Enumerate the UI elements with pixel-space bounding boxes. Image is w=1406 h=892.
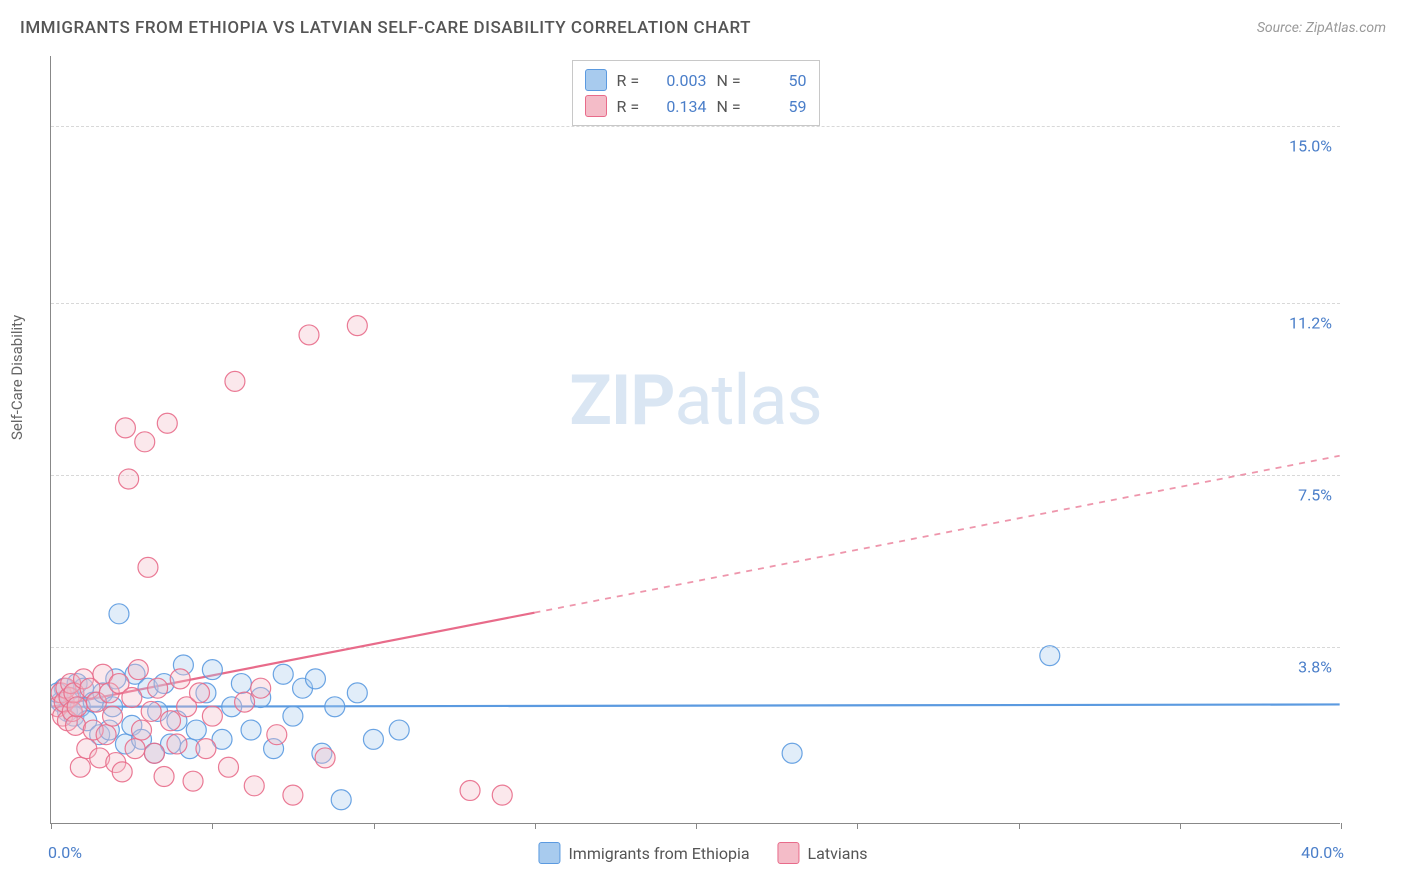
x-max-label: 40.0%: [1301, 843, 1344, 862]
legend-row-latvians: R = 0.134 N = 59: [585, 93, 807, 119]
swatch-latvians-icon: [778, 842, 800, 864]
legend-correlation: R = 0.003 N = 50 R = 0.134 N = 59: [572, 60, 820, 126]
legend-row-ethiopia: R = 0.003 N = 50: [585, 67, 807, 93]
x-min-label: 0.0%: [48, 843, 82, 862]
chart-container: IMMIGRANTS FROM ETHIOPIA VS LATVIAN SELF…: [0, 0, 1406, 892]
legend-series: Immigrants from Ethiopia Latvians: [538, 842, 867, 864]
chart-title: IMMIGRANTS FROM ETHIOPIA VS LATVIAN SELF…: [20, 18, 751, 38]
legend-item-ethiopia: Immigrants from Ethiopia: [538, 842, 749, 864]
chart-svg: [51, 56, 1340, 823]
legend-item-latvians: Latvians: [778, 842, 868, 864]
swatch-latvians: [585, 95, 607, 117]
plot-area: ZIPatlas R = 0.003 N = 50 R = 0.134 N = …: [50, 56, 1340, 824]
y-axis-label: Self-Care Disability: [8, 315, 26, 440]
source-label: Source: ZipAtlas.com: [1257, 20, 1386, 36]
swatch-ethiopia-icon: [538, 842, 560, 864]
swatch-ethiopia: [585, 69, 607, 91]
